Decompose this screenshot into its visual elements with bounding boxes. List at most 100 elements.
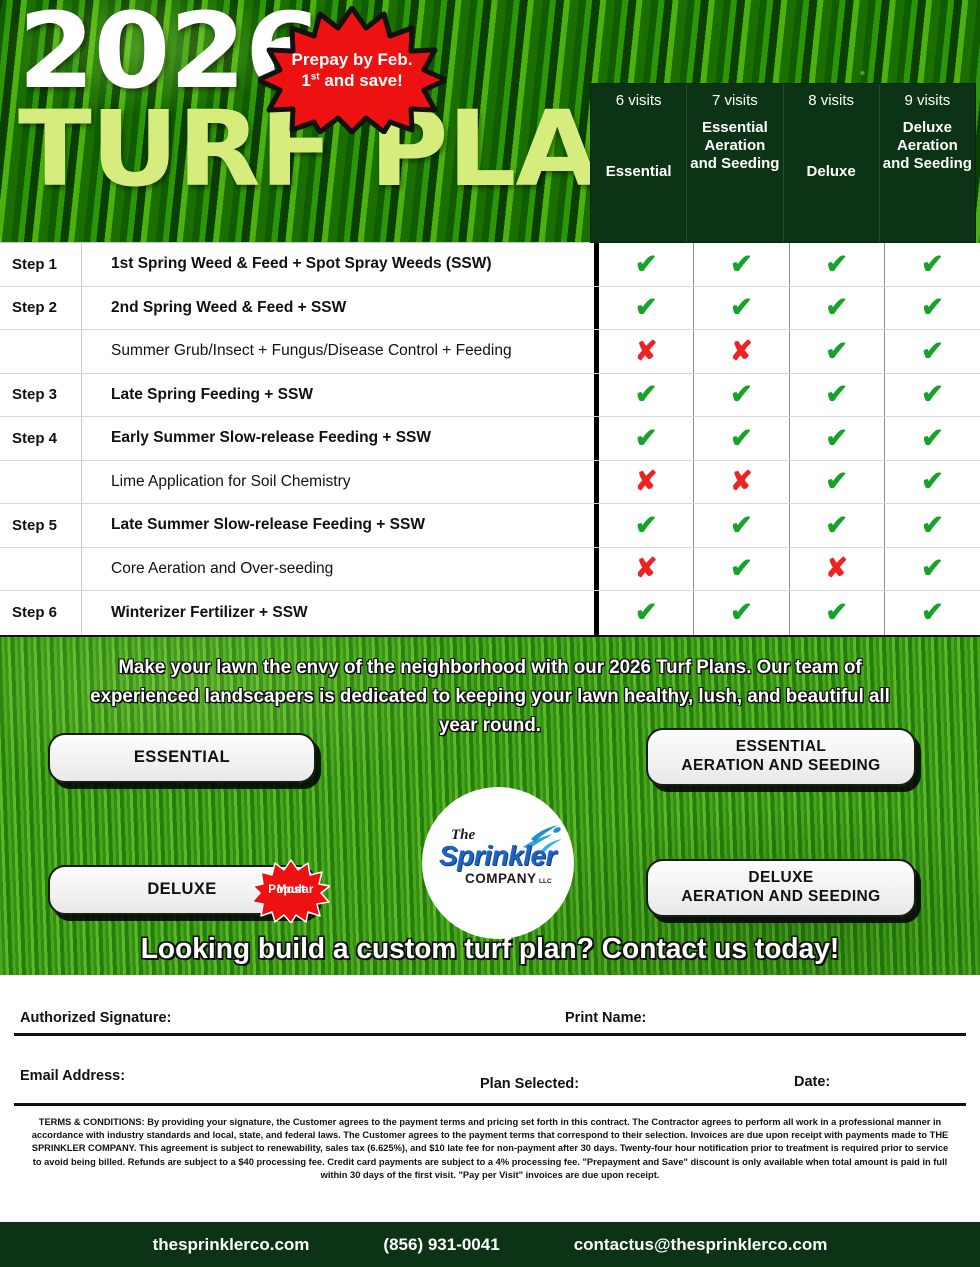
mark-cells: ✔ ✔ ✔ ✔	[594, 504, 980, 547]
cross-icon: ✘	[730, 466, 753, 497]
table-row: Step 5 Late Summer Slow-release Feeding +…	[0, 504, 980, 548]
service-description: Summer Grub/Insect + Fungus/Disease Cont…	[111, 342, 512, 360]
check-icon: ✔	[921, 597, 944, 628]
mark-cells: ✘ ✔ ✘ ✔	[594, 547, 980, 591]
check-icon: ✔	[825, 509, 848, 540]
table-cell: ✔	[694, 243, 790, 286]
service-description: 2nd Spring Weed & Feed + SSW	[111, 298, 347, 316]
check-icon: ✔	[730, 248, 753, 279]
check-icon: ✔	[730, 509, 753, 540]
authorized-signature-label: Authorized Signature:	[20, 1010, 172, 1026]
footer-website[interactable]: thesprinklerco.com	[152, 1234, 310, 1254]
check-icon: ✔	[634, 422, 658, 453]
cross-icon: ✘	[825, 553, 848, 584]
table-cell: ✔	[790, 417, 885, 460]
footer-spacer	[0, 1205, 980, 1222]
step-label: Step 4	[0, 417, 82, 460]
table-cell: ✘	[694, 460, 790, 503]
check-icon: ✔	[825, 248, 848, 279]
turf-plan-comparison-table: Step 1 1st Spring Weed & Feed + Spot Spra…	[0, 243, 980, 635]
plan-button-deluxe-aeration-and-seeding[interactable]: DELUXE AERATION AND SEEDING	[646, 859, 916, 917]
plan-name: Essential	[605, 163, 672, 181]
plan-column-header-4: 9 visits Deluxe Aeration and Seeding	[879, 84, 975, 242]
step-label	[0, 547, 82, 590]
table-cell: ✔	[885, 591, 980, 635]
plan-visits-count: 7 visits	[711, 92, 758, 109]
plan-visits-count: 9 visits	[904, 92, 951, 109]
email-address-label: Email Address:	[20, 1068, 126, 1084]
check-icon: ✔	[921, 509, 944, 540]
table-cell: ✘	[694, 330, 790, 373]
starburst-small-icon	[252, 859, 330, 923]
check-icon: ✔	[634, 292, 658, 323]
check-icon: ✔	[825, 466, 848, 497]
table-row: Step 4 Early Summer Slow-release Feeding …	[0, 417, 980, 461]
table-cell: ✔	[694, 417, 790, 460]
footer-email[interactable]: contactus@thesprinklerco.com	[573, 1234, 828, 1254]
cross-icon: ✘	[634, 466, 658, 497]
table-cell: ✔	[599, 417, 695, 460]
service-description: Winterizer Fertilizer + SSW	[111, 603, 308, 621]
plan-column-header-3: 8 visits Deluxe	[783, 84, 880, 242]
table-row: Step 2 2nd Spring Weed & Feed + SSW ✔ ✔ ✔ ✔	[0, 286, 980, 330]
check-icon: ✔	[634, 509, 658, 540]
table-cell: ✔	[885, 417, 980, 460]
plan-button-essential-aeration-label: ESSENTIAL AERATION AND SEEDING	[681, 738, 881, 774]
plan-button-essential-aeration-and-seeding[interactable]: ESSENTIAL AERATION AND SEEDING	[646, 728, 916, 786]
logo-sprinkler: Sprinkler	[439, 840, 556, 871]
plan-selected-label: Plan Selected:	[480, 1076, 580, 1092]
footer-contact-bar: thesprinklerco.com (856) 931-0041 contac…	[0, 1222, 980, 1267]
service-description: Lime Application for Soil Chemistry	[111, 472, 351, 490]
table-cell: ✔	[790, 504, 885, 547]
table-cell: ✔	[885, 287, 980, 330]
table-cell: ✘	[790, 547, 885, 590]
check-icon: ✔	[730, 422, 753, 453]
step-label: Step 5	[0, 504, 82, 547]
plan-name: Deluxe Aeration and Seeding	[882, 118, 972, 173]
plan-column-header-1: 6 visits Essential	[591, 84, 688, 242]
hero-banner: 2026 TURF PLANS Prepay by Feb. 1st and s…	[0, 0, 980, 243]
service-description: 1st Spring Weed & Feed + Spot Spray Weed…	[111, 255, 492, 273]
plan-visits-count: 6 visits	[615, 92, 662, 109]
step-label: Step 2	[0, 286, 82, 329]
promo-paragraph: Make your lawn the envy of the neighborh…	[90, 656, 890, 736]
mark-cells: ✔ ✔ ✔ ✔	[594, 591, 980, 635]
table-cell: ✔	[790, 330, 885, 373]
check-icon: ✔	[634, 248, 658, 279]
plan-button-essential[interactable]: ESSENTIAL	[48, 733, 316, 783]
service-description: Late Spring Feeding + SSW	[111, 385, 313, 403]
plan-name: Essential Aeration and Seeding	[690, 118, 780, 173]
plan-visits-count: 8 visits	[808, 92, 855, 109]
plan-button-deluxe-aeration-label: DELUXE AERATION AND SEEDING	[681, 869, 881, 905]
table-cell: ✔	[694, 591, 790, 635]
table-cell: ✔	[885, 330, 980, 373]
logo-the: The	[451, 827, 476, 843]
signature-line-2[interactable]	[14, 1103, 966, 1106]
table-cell: ✔	[885, 504, 980, 547]
plan-column-headers: 6 visits Essential 7 visits Essential Aerat…	[590, 83, 976, 243]
mark-cells: ✔ ✔ ✔ ✔	[594, 286, 980, 330]
check-icon: ✔	[730, 553, 753, 584]
plan-button-deluxe[interactable]: DELUXE Most Popular	[48, 859, 330, 923]
signature-line-1[interactable]	[14, 1033, 966, 1036]
table-cell: ✔	[885, 243, 980, 286]
table-cell: ✘	[599, 330, 695, 373]
table-cell: ✔	[790, 373, 885, 416]
most-popular-badge: Most Popular	[252, 859, 330, 923]
print-name-label: Print Name:	[565, 1010, 647, 1026]
check-icon: ✔	[634, 597, 658, 628]
cross-icon: ✘	[634, 553, 658, 584]
most-popular-badge-text: Most Popular	[268, 884, 314, 897]
signature-row-1: Authorized Signature: Print Name:	[14, 975, 966, 1035]
check-icon: ✔	[921, 292, 944, 323]
check-icon: ✔	[825, 292, 848, 323]
company-logo: The Sprinkler COMPANY LLC	[422, 787, 574, 939]
table-cell: ✔	[885, 548, 980, 591]
grass-background-image-promo	[0, 637, 980, 975]
table-cell: ✔	[599, 591, 695, 635]
footer-phone[interactable]: (856) 931-0041	[383, 1234, 500, 1254]
mark-cells: ✔ ✔ ✔ ✔	[594, 417, 980, 460]
check-icon: ✔	[825, 335, 848, 366]
check-icon: ✔	[921, 553, 944, 584]
terms-and-conditions: TERMS & CONDITIONS: By providing your si…	[31, 1117, 949, 1180]
